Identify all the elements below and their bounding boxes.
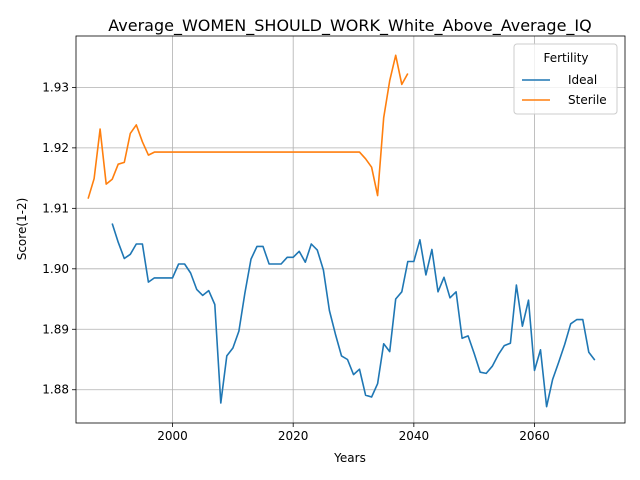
x-tick-label: 2060 [519,429,550,443]
axes-frame [75,35,626,424]
legend-title: Fertility [543,51,588,65]
series-line-sterile [87,54,409,199]
legend: Fertility Ideal Sterile [513,43,618,115]
y-tick-label: 1.88 [42,383,69,397]
x-axis-label: Years [333,451,366,465]
x-axis: 2000 2020 2040 2060 [157,423,550,443]
series-line-ideal [111,223,596,408]
y-axis: 1.88 1.89 1.90 1.91 1.92 1.93 [42,80,76,397]
y-axis-label: Score(1-2) [15,198,29,261]
y-tick-label: 1.92 [42,141,69,155]
y-tick-label: 1.90 [42,262,69,276]
series-lines [87,54,596,408]
y-tick-label: 1.89 [42,322,69,336]
y-tick-label: 1.93 [42,80,69,94]
legend-label-ideal: Ideal [568,73,597,87]
legend-box [513,43,618,115]
x-tick-label: 2040 [399,429,430,443]
legend-label-sterile: Sterile [568,93,607,107]
y-tick-label: 1.91 [42,201,69,215]
chart-title: Average_WOMEN_SHOULD_WORK_White_Above_Av… [108,16,592,36]
x-tick-label: 2000 [157,429,188,443]
x-tick-label: 2020 [278,429,309,443]
